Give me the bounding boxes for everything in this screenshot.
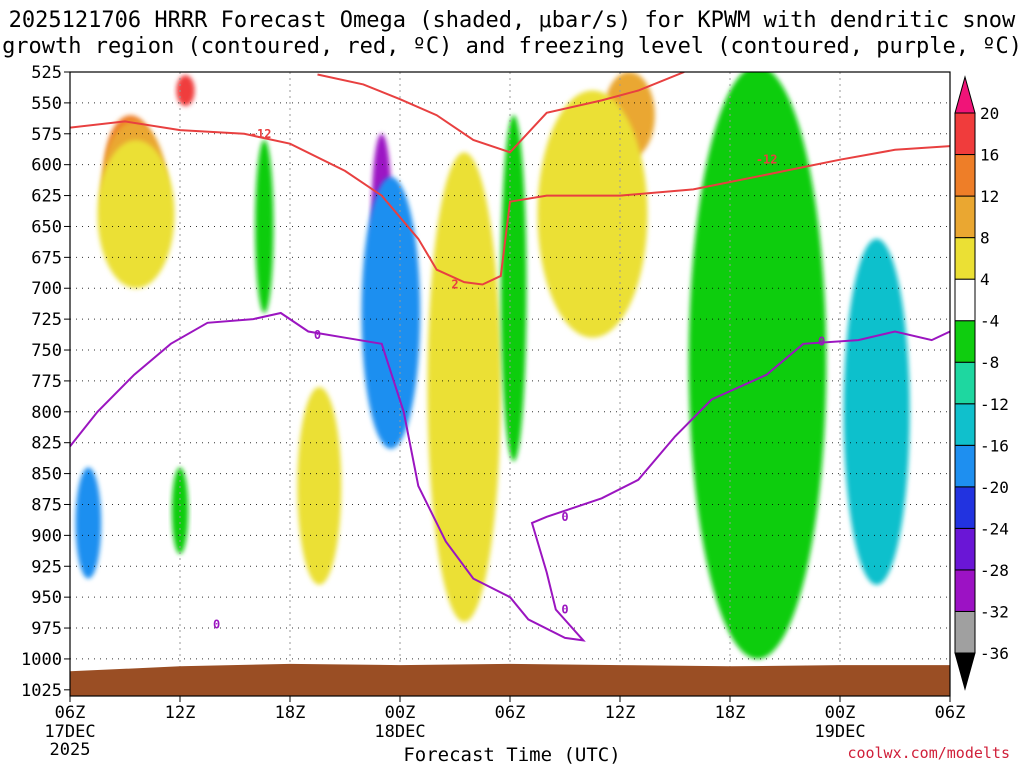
chart-title-line-1: 2025121706 HRRR Forecast Omega (shaded, … <box>8 8 1016 33</box>
colorbar-bin-12 <box>954 154 976 197</box>
omega-shading <box>75 72 910 659</box>
colorbar-label-13: 20 <box>980 104 999 123</box>
colorbar-label-0: -36 <box>980 644 1009 663</box>
freezing-level-line <box>70 311 950 642</box>
colorbar-bin-0 <box>954 652 976 691</box>
y-tick-label-975: 975 <box>31 619 62 639</box>
y-tick-label-750: 750 <box>31 341 62 361</box>
x-tick-label-6: 12Z <box>165 703 196 723</box>
colorbar-label-5: -16 <box>980 436 1009 455</box>
x-tick-label-36: 18Z <box>715 703 746 723</box>
omega-area-16 <box>537 90 648 338</box>
y-tick-label-775: 775 <box>31 372 62 392</box>
y-tick-label-1000: 1000 <box>21 650 62 670</box>
colorbar-label-2: -28 <box>980 561 1009 580</box>
colorbar-label-10: 8 <box>980 229 990 248</box>
colorbar-bin-14 <box>954 75 976 114</box>
contour-label-4: 0 <box>213 617 220 631</box>
x-axis-title: Forecast Time (UTC) <box>403 744 621 766</box>
y-tick-label-950: 950 <box>31 588 62 608</box>
contours: -12 2 -12 0 0 0 0 0 <box>70 72 950 642</box>
y-tick-label-675: 675 <box>31 248 62 268</box>
omega-area-8 <box>297 387 342 585</box>
colorbar-bin-8 <box>954 320 976 363</box>
omega-area-17 <box>688 72 827 659</box>
colorbar-bin-9 <box>954 278 976 322</box>
chart-title-line-2: growth region (contoured, red, ºC) and f… <box>2 34 1022 59</box>
y-tick-label-625: 625 <box>31 187 62 207</box>
credit-text: coolwx.com/modelts <box>847 744 1010 762</box>
omega-area-14 <box>500 115 527 462</box>
y-tick-label-850: 850 <box>31 465 62 485</box>
contour-label-1: 2 <box>451 278 458 292</box>
terrain <box>70 663 950 696</box>
y-axis: 525 550 575 600 625 650 675 700 725 750 775 800 825 8… <box>21 63 70 701</box>
colorbar-bin-7 <box>954 361 976 405</box>
colorbar-bin-5 <box>954 444 976 488</box>
dgz-isotherm-0 <box>70 120 950 286</box>
y-tick-label-650: 650 <box>31 217 62 237</box>
colorbar-label-12: 16 <box>980 146 999 165</box>
omega-area-13 <box>427 152 501 622</box>
omega-area-2 <box>97 139 175 289</box>
y-tick-label-525: 525 <box>31 63 62 83</box>
contour-label-5: 0 <box>561 510 568 524</box>
colorbar-bin-1 <box>954 610 976 654</box>
colorbar-label-11: 12 <box>980 187 999 206</box>
x-tick-label-0: 06Z <box>55 703 86 723</box>
y-tick-label-925: 925 <box>31 557 62 577</box>
omega-area-3 <box>176 75 195 106</box>
contour-label-2: -12 <box>756 153 778 167</box>
colorbar-bin-10 <box>954 237 976 280</box>
colorbar-bin-6 <box>954 403 976 446</box>
colorbar-label-9: 4 <box>980 270 990 289</box>
colorbar-label-6: -12 <box>980 395 1009 414</box>
x-tick-label-24: 06Z <box>495 703 526 723</box>
omega-area-18 <box>843 238 910 585</box>
y-tick-label-575: 575 <box>31 125 62 145</box>
x-tick-year-0: 2025 <box>50 740 91 760</box>
dgz-isotherm-1 <box>317 72 685 154</box>
x-tick-label-42: 00Z <box>825 703 856 723</box>
colorbar-bin-4 <box>954 486 976 529</box>
contour-label-7: 0 <box>818 334 825 348</box>
colorbar: -36 -32 -28 -24 -20 -16 -12 -8 -4 4 8 12 16 20 <box>954 75 1009 691</box>
x-tick-label-30: 12Z <box>605 703 636 723</box>
y-tick-label-550: 550 <box>31 94 62 114</box>
y-tick-label-1025: 1025 <box>21 681 62 701</box>
y-tick-label-800: 800 <box>31 403 62 423</box>
contour-label-3: 0 <box>314 328 321 342</box>
omega-area-6 <box>255 139 274 313</box>
colorbar-label-8: -4 <box>980 312 999 331</box>
colorbar-label-4: -20 <box>980 478 1009 497</box>
y-tick-label-875: 875 <box>31 495 62 515</box>
colorbar-bin-3 <box>954 527 976 571</box>
contour-label-6: 0 <box>561 603 568 617</box>
colorbar-bin-13 <box>954 112 976 156</box>
colorbar-label-3: -24 <box>980 519 1009 538</box>
colorbar-label-7: -8 <box>980 353 999 372</box>
x-tick-label-18: 00Z <box>385 703 416 723</box>
colorbar-label-1: -32 <box>980 602 1009 621</box>
x-tick-date-18: 18DEC <box>374 722 425 742</box>
terrain-fill <box>70 663 950 696</box>
y-tick-label-600: 600 <box>31 156 62 176</box>
y-tick-label-700: 700 <box>31 279 62 299</box>
colorbar-bin-2 <box>954 569 976 612</box>
x-tick-label-12: 18Z <box>275 703 306 723</box>
colorbar-bin-11 <box>954 195 976 239</box>
omega-area-10 <box>361 177 421 449</box>
x-tick-date-0: 17DEC <box>44 722 95 742</box>
y-tick-label-725: 725 <box>31 310 62 330</box>
omega-area-4 <box>75 467 102 579</box>
contour-label-0: -12 <box>250 127 272 141</box>
y-tick-label-900: 900 <box>31 526 62 546</box>
x-tick-label-48: 06Z <box>935 703 966 723</box>
y-tick-label-825: 825 <box>31 434 62 454</box>
x-tick-date-42: 19DEC <box>814 722 865 742</box>
